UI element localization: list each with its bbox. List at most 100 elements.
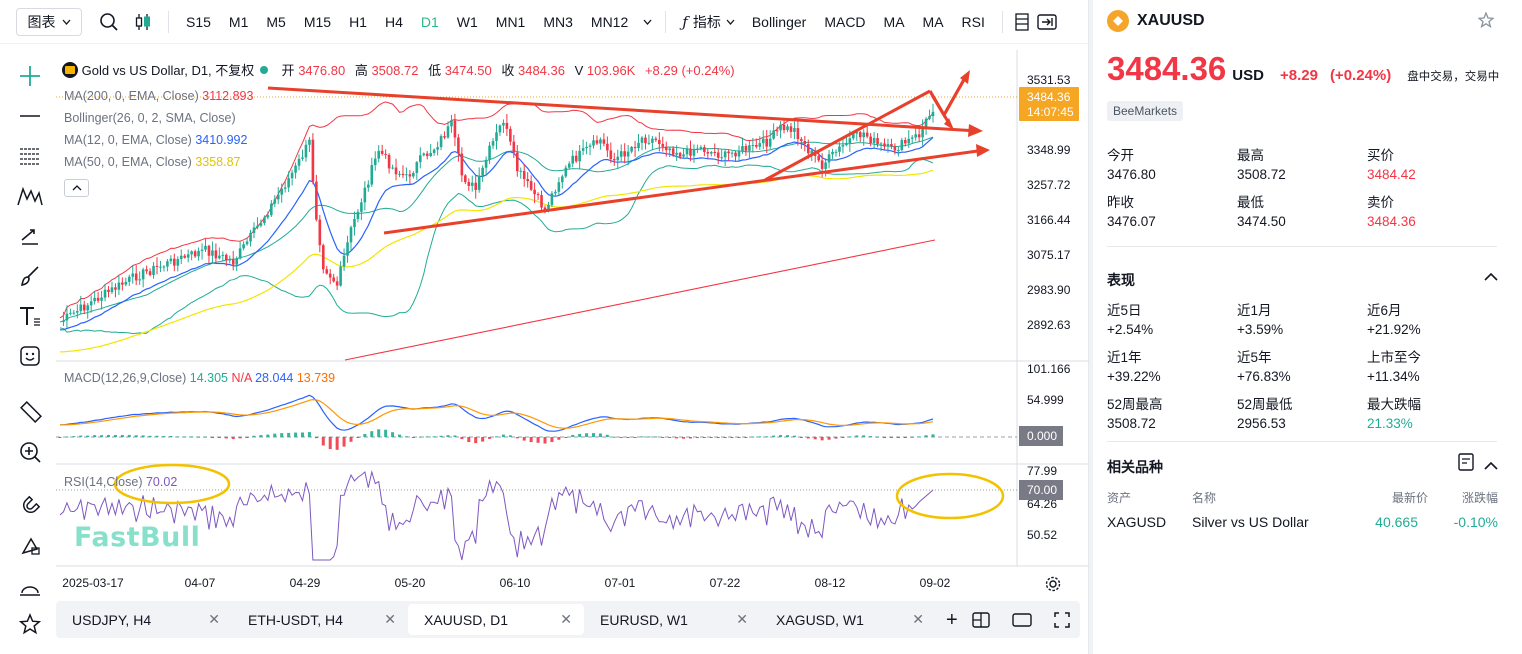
related-asset[interactable]: XAGUSD [1107,514,1167,530]
ruler-tool-icon[interactable] [14,396,46,428]
indicator-shortcut-ma[interactable]: MA [883,13,905,30]
macd-legend[interactable]: MACD(12,26,9,Close) 14.305 N/A 28.044 13… [64,371,335,385]
candle-body [245,241,249,245]
ma50-legend[interactable]: MA(50, 0, EMA, Close) 3358.87 [64,155,241,169]
favorites-star-icon[interactable] [14,608,46,640]
chart-tab[interactable]: USDJPY, H4 ✕ [56,604,232,635]
candle-body [689,148,692,156]
search-icon[interactable] [92,8,126,36]
timeframe-s15[interactable]: S15 [186,13,211,30]
text-tool-icon[interactable] [14,300,46,332]
timeframe-d1[interactable]: D1 [420,13,439,30]
candle-body [820,160,824,169]
object-tree-icon[interactable] [1011,8,1033,36]
related-name[interactable]: Silver vs US Dollar [1192,514,1309,530]
fullscreen-icon[interactable] [1053,611,1070,628]
collapse-legend-button[interactable] [64,179,89,197]
macd-histogram-bar [529,437,533,443]
related-list-icon[interactable] [1458,453,1474,476]
candle-body [228,259,232,261]
window-icon[interactable] [1011,612,1032,627]
candle-body [872,138,876,144]
indicator-shortcut-macd[interactable]: MACD [824,13,866,30]
layout-icon[interactable] [971,611,990,628]
magnet-icon[interactable] [14,490,46,522]
indicator-shortcut-ma[interactable]: MA [922,13,944,30]
candle-body [505,122,509,129]
hide-drawings-icon[interactable] [14,574,46,606]
candle-body [824,162,827,169]
macd-signal-line [60,398,934,429]
timeframe-mn3[interactable]: MN3 [543,13,573,30]
chart-type-dropdown[interactable]: 图表 [16,7,82,36]
pattern-tool-icon[interactable] [14,180,46,212]
timeframe-mn1[interactable]: MN1 [495,13,526,30]
related-collapse-chevron-icon[interactable] [1484,457,1498,475]
favorite-star-icon[interactable] [1477,11,1495,33]
chart-tab-label: XAGUSD, W1 [776,611,864,628]
broker-badge: BeeMarkets [1107,101,1184,121]
add-tab-icon[interactable]: + [946,608,958,631]
macd-histogram-bar [647,436,651,438]
rsi-legend[interactable]: RSI(14,Close) 70.02 [64,475,177,489]
chart-tab[interactable]: ETH-USDT, H4 ✕ [232,604,408,635]
macd-histogram-bar [453,435,457,437]
timeframe-m5[interactable]: M5 [266,13,286,30]
lock-drawings-icon[interactable] [14,530,46,562]
timeframe-h1[interactable]: H1 [349,13,367,30]
indicator-shortcut-bollinger[interactable]: Bollinger [751,13,807,30]
emoji-tool-icon[interactable] [14,340,46,372]
macd-axis-label: 101.166 [1027,362,1071,376]
indicator-shortcut-rsi[interactable]: RSI [961,13,985,30]
candle-body [443,136,446,138]
price-currency: USD [1232,67,1264,84]
candle-body [886,144,890,147]
candle-body [367,184,370,188]
fib-tool-icon[interactable] [14,140,46,172]
close-tab-icon[interactable]: ✕ [912,611,924,627]
macd-histogram-bar [307,432,311,437]
indicators-button[interactable]: ƒ 指标 [674,8,743,36]
related-change[interactable]: -0.10% [1453,514,1498,530]
rsi-value: 70.02 [145,475,178,489]
crosshair-icon[interactable] [14,60,46,92]
prediction-tool-icon[interactable] [14,220,46,252]
ma12-legend[interactable]: MA(12, 0, EMA, Close) 3410.992 [64,133,247,147]
chart-tab[interactable]: XAUUSD, D1 ✕ [408,604,584,635]
performance-collapse-chevron-icon[interactable] [1484,268,1498,286]
candle-body [138,279,141,281]
timeframe-h4[interactable]: H4 [384,13,403,30]
collapse-panel-icon[interactable] [1033,8,1061,36]
candle-body [221,254,225,256]
macd-histogram-bar [571,434,575,437]
candle-body [855,132,859,134]
brush-tool-icon[interactable] [14,260,46,292]
timeframe-m15[interactable]: M15 [303,13,332,30]
close-tab-icon[interactable]: ✕ [560,611,572,627]
trend-line-tool-icon[interactable] [14,100,46,132]
chart-tab[interactable]: XAGUSD, W1 ✕ [760,604,936,635]
timeframe-more-chevron-icon[interactable] [637,8,657,36]
macd-histogram-bar [65,436,69,438]
chart-settings-gear-icon[interactable] [1044,575,1064,595]
timeframe-w1[interactable]: W1 [456,13,478,30]
bollinger-legend[interactable]: Bollinger(26, 0, 2, SMA, Close) [64,111,236,125]
close-tab-icon[interactable]: ✕ [736,611,748,627]
chart-tab[interactable]: EURUSD, W1 ✕ [584,604,760,635]
timeframe-mn12[interactable]: MN12 [590,13,629,30]
related-price[interactable]: 40.665 [1375,514,1418,530]
macd-histogram-bar [273,433,277,437]
chart-tab-label: EURUSD, W1 [600,611,688,628]
candle-body [65,313,69,321]
zoom-in-icon[interactable] [14,436,46,468]
performance-stat-label: 近5年 [1237,350,1272,365]
macd-histogram-bar [515,437,519,439]
price-chart[interactable]: 3531.53 3348.99 3257.72 3166.44 3075.17 2983.… [0,44,1089,600]
macd-histogram-bar [598,433,602,437]
close-tab-icon[interactable]: ✕ [384,611,396,627]
candle-style-icon[interactable] [126,8,160,36]
close-tab-icon[interactable]: ✕ [208,611,220,627]
candle-body [155,265,159,267]
timeframe-m1[interactable]: M1 [228,13,249,30]
ma200-legend[interactable]: MA(200, 0, EMA, Close) 3112.893 [64,89,253,103]
